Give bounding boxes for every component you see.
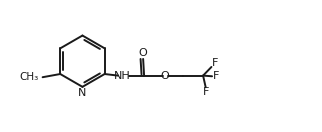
Text: O: O (139, 48, 147, 58)
Text: CH₃: CH₃ (20, 72, 39, 82)
Text: F: F (212, 58, 218, 68)
Text: NH: NH (114, 71, 131, 81)
Text: F: F (213, 71, 220, 81)
Text: N: N (78, 88, 87, 98)
Text: O: O (160, 71, 169, 81)
Text: F: F (203, 87, 209, 97)
